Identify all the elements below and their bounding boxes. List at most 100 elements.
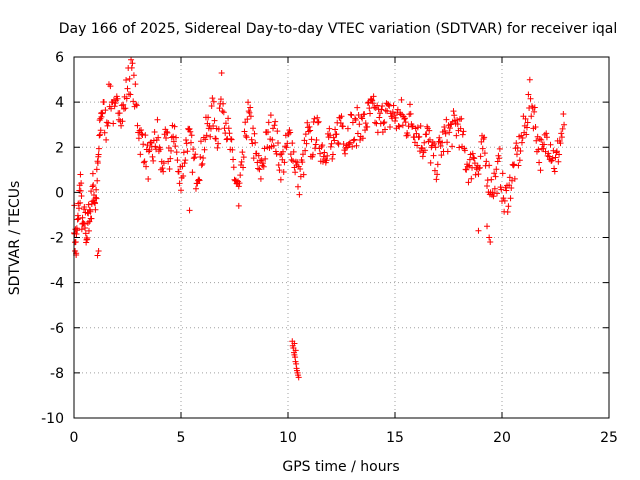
data-point <box>558 134 565 141</box>
data-point <box>458 115 465 122</box>
data-point <box>481 150 488 157</box>
data-point <box>107 83 114 90</box>
data-point <box>116 110 123 117</box>
data-point <box>87 208 94 215</box>
data-point <box>483 158 490 165</box>
data-point <box>362 127 369 134</box>
data-point <box>308 136 315 143</box>
data-point <box>523 124 530 131</box>
data-point <box>525 91 532 98</box>
data-point <box>77 199 84 206</box>
data-point <box>291 340 298 347</box>
grid <box>74 57 609 418</box>
data-point <box>118 122 125 129</box>
data-point <box>247 104 254 111</box>
data-point <box>312 141 319 148</box>
data-point <box>182 136 189 143</box>
data-point <box>437 142 444 149</box>
data-point <box>197 153 204 160</box>
data-point <box>460 128 467 135</box>
data-point <box>302 131 309 138</box>
data-point <box>95 145 102 152</box>
data-point <box>160 168 167 175</box>
x-tick-label: 5 <box>177 430 186 446</box>
data-point <box>328 140 335 147</box>
y-axis-label: SDTVAR / TECUs <box>7 181 23 296</box>
data-point <box>183 140 190 147</box>
data-point <box>94 177 101 184</box>
data-point <box>442 130 449 137</box>
data-point <box>270 142 277 149</box>
data-point <box>265 119 272 126</box>
data-point <box>311 115 318 122</box>
data-point <box>444 139 451 146</box>
data-point <box>205 114 212 121</box>
data-point <box>501 197 508 204</box>
data-point <box>431 167 438 174</box>
data-point <box>240 154 247 161</box>
data-point <box>324 152 331 159</box>
data-point <box>296 191 303 198</box>
data-point <box>112 100 119 107</box>
data-point <box>289 157 296 164</box>
data-point <box>353 142 360 149</box>
data-point <box>188 132 195 139</box>
data-point <box>344 144 351 151</box>
data-point <box>337 120 344 127</box>
data-point <box>239 149 246 156</box>
data-point <box>523 131 530 138</box>
data-point <box>443 116 450 123</box>
data-point <box>100 99 107 106</box>
data-point <box>484 223 491 230</box>
data-point <box>164 129 171 136</box>
data-point <box>332 126 339 133</box>
data-point <box>219 108 226 115</box>
data-point <box>504 208 511 215</box>
data-point <box>255 152 262 159</box>
data-point <box>414 142 421 149</box>
data-point <box>270 125 277 132</box>
data-point <box>351 136 358 143</box>
data-point <box>495 152 502 159</box>
data-point <box>327 143 334 150</box>
data-point <box>225 115 232 122</box>
data-point <box>365 99 372 106</box>
data-point <box>489 191 496 198</box>
data-point <box>295 374 302 381</box>
data-point <box>212 135 219 142</box>
data-point <box>362 120 369 127</box>
data-point <box>128 64 135 71</box>
data-point <box>78 226 85 233</box>
data-point <box>181 160 188 167</box>
data-point <box>246 109 253 116</box>
data-point <box>513 140 520 147</box>
data-point <box>252 139 259 146</box>
data-point <box>317 150 324 157</box>
data-point <box>201 146 208 153</box>
data-point <box>342 150 349 157</box>
data-point <box>441 127 448 134</box>
data-point <box>190 155 197 162</box>
data-point <box>250 125 257 132</box>
data-point <box>235 183 242 190</box>
data-point <box>170 133 177 140</box>
data-point <box>260 163 267 170</box>
data-point <box>95 151 102 158</box>
data-point <box>385 101 392 108</box>
data-point <box>130 98 137 105</box>
data-point <box>192 151 199 158</box>
data-point <box>402 119 409 126</box>
data-point <box>93 166 100 173</box>
data-point <box>240 164 247 171</box>
data-point <box>347 111 354 118</box>
data-point <box>242 132 249 139</box>
data-point <box>434 171 441 178</box>
data-point <box>403 132 410 139</box>
data-point <box>379 103 386 110</box>
data-point <box>307 127 314 134</box>
data-point <box>271 122 278 129</box>
data-point <box>280 148 287 155</box>
data-point <box>277 176 284 183</box>
data-point <box>503 187 510 194</box>
data-point <box>329 155 336 162</box>
